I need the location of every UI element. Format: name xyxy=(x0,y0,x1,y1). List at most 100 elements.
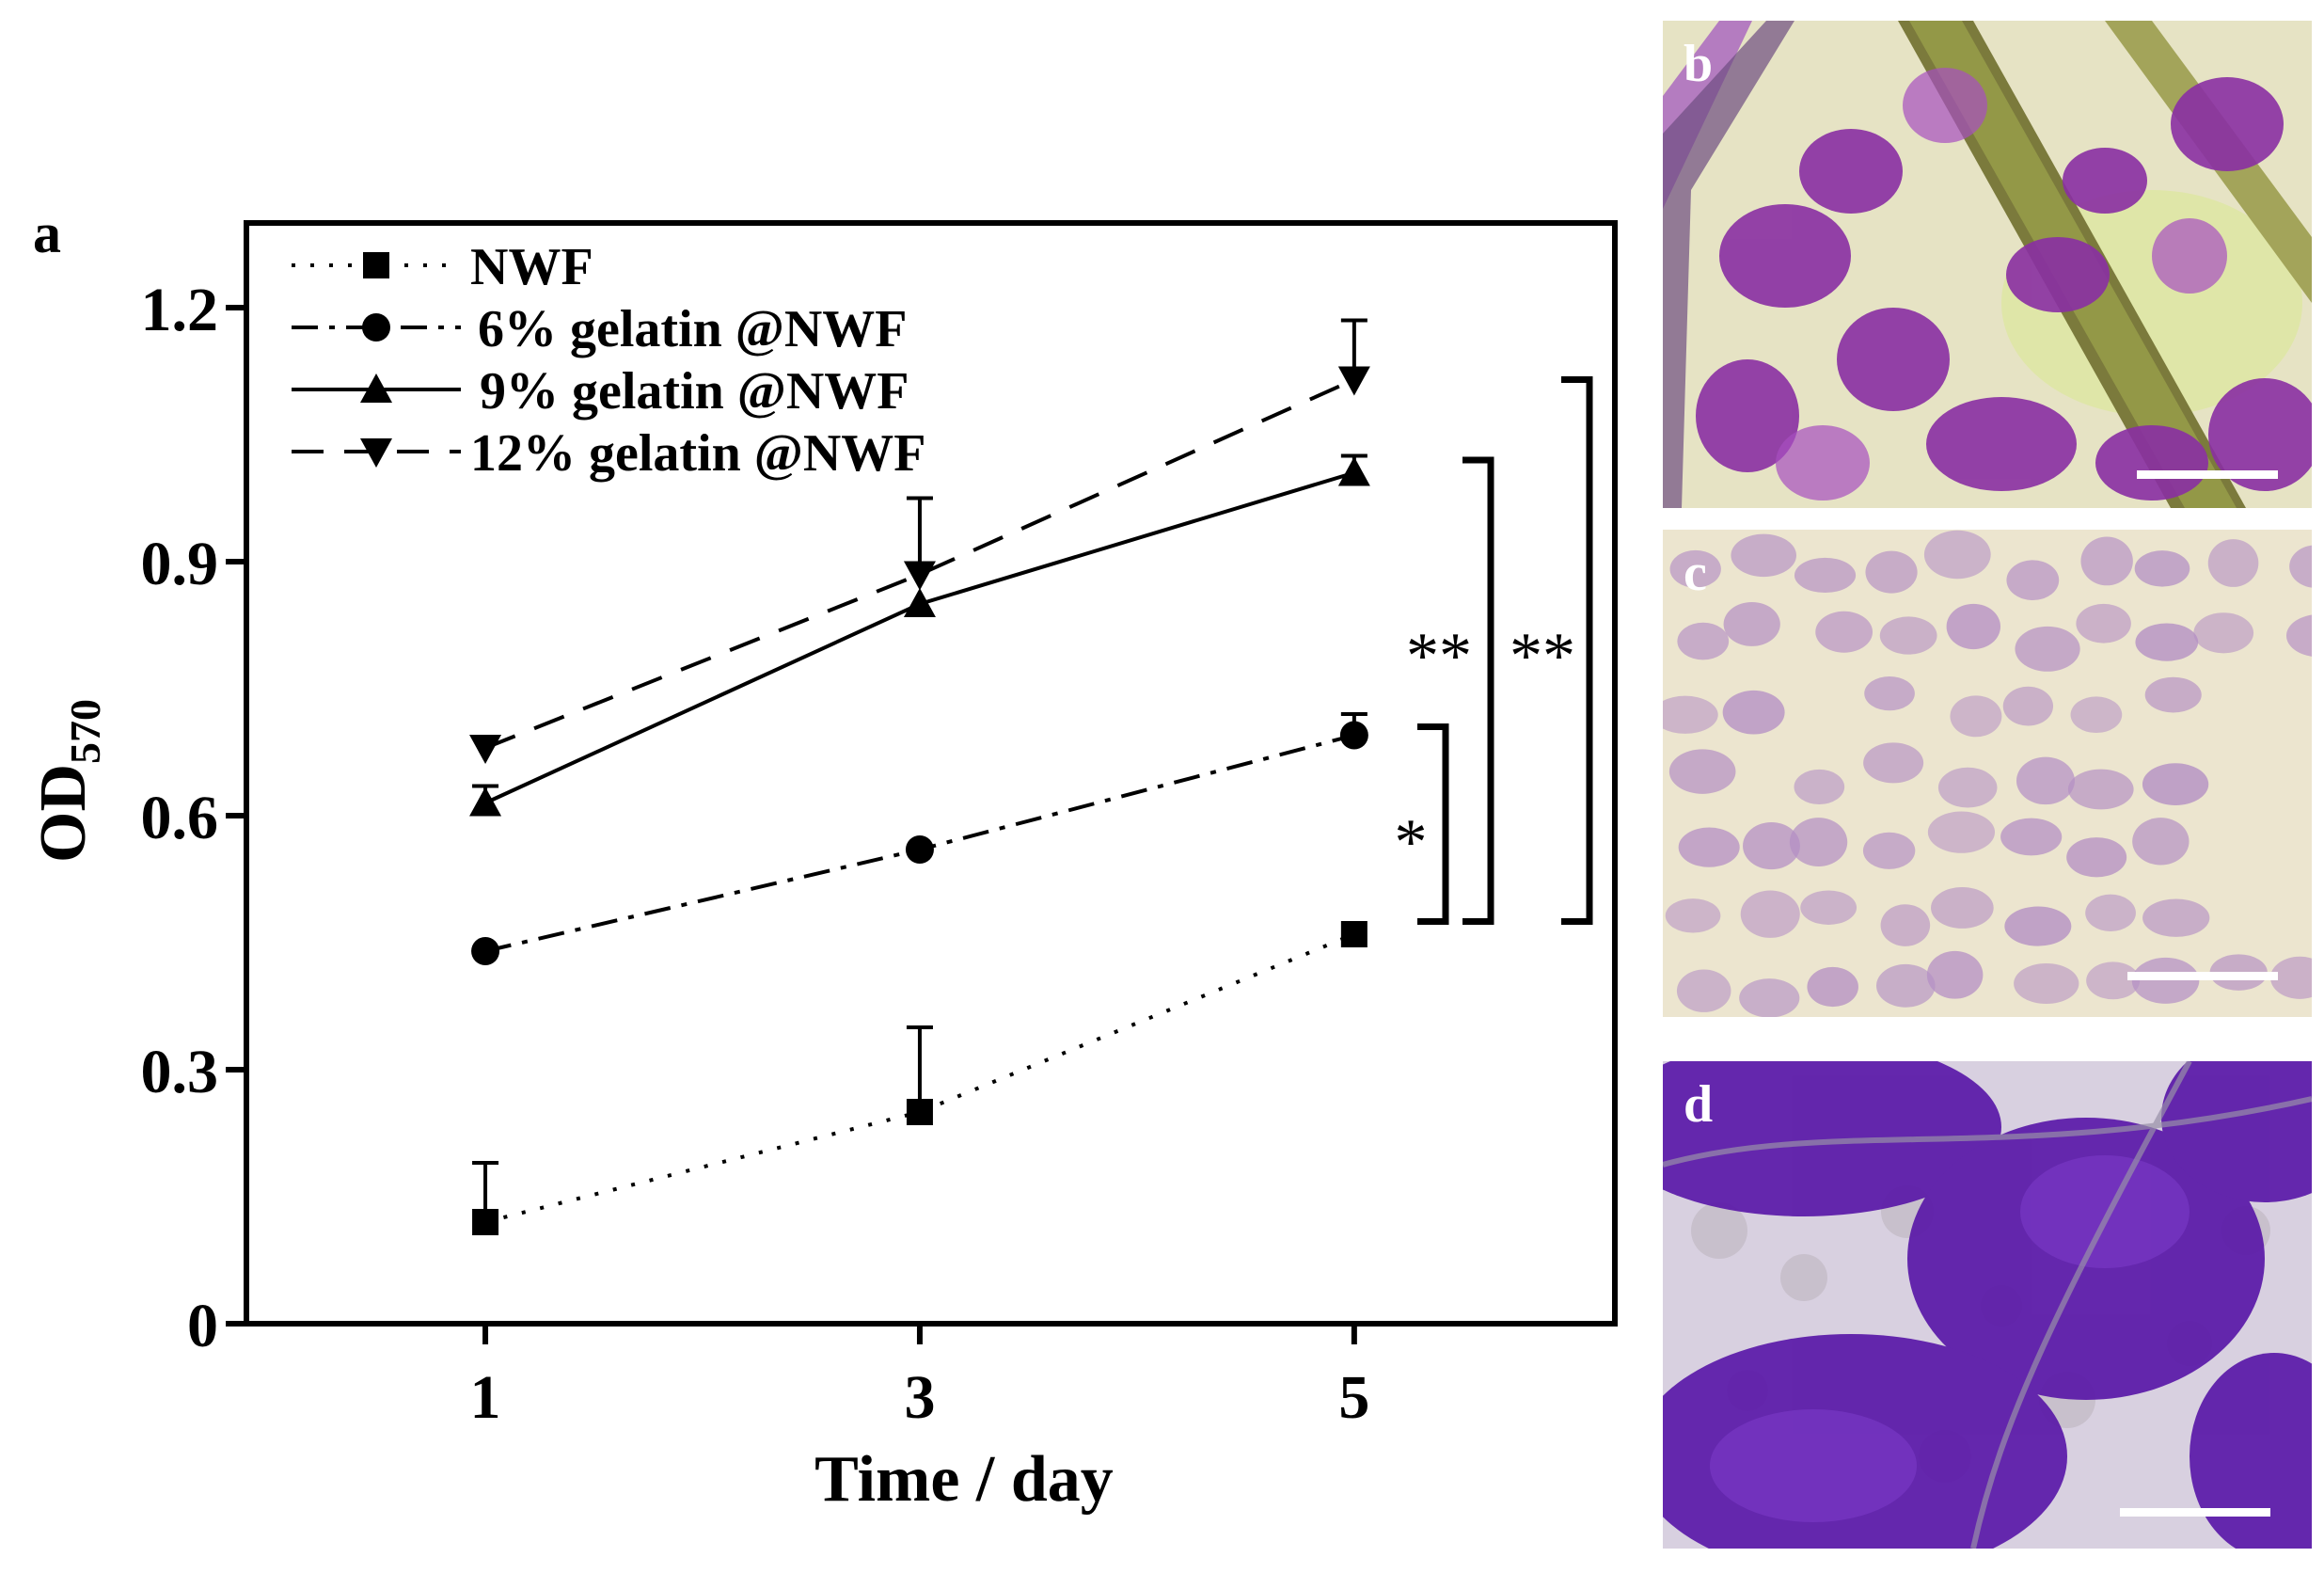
cell xyxy=(1865,550,1918,594)
legend-label: 9% gelatin @NWF xyxy=(480,362,909,421)
cell xyxy=(2289,545,2312,588)
cell xyxy=(1723,601,1780,646)
y-axis-label-subscript: 570 xyxy=(61,699,109,764)
panel-label-b: b xyxy=(1684,35,1714,93)
legend-marker xyxy=(360,438,392,468)
cell xyxy=(1663,695,1718,734)
cell xyxy=(1926,950,1984,999)
cell xyxy=(2014,962,2079,1005)
series-2 xyxy=(471,712,1368,965)
y-tick-label: 0 xyxy=(187,1292,218,1360)
data-point xyxy=(469,735,502,764)
cell xyxy=(1815,611,1873,653)
cell xyxy=(1743,822,1800,870)
legend-marker xyxy=(363,252,389,278)
panel-label-d: d xyxy=(1684,1075,1714,1134)
series-4 xyxy=(469,318,1370,764)
cell xyxy=(2086,961,2141,1000)
data-point xyxy=(903,588,936,617)
cell xyxy=(1668,749,1736,794)
bracket-line xyxy=(1417,723,1449,925)
cell xyxy=(1864,675,1915,711)
cell xyxy=(1880,904,1931,946)
y-tick-label: 0.6 xyxy=(141,784,219,852)
cell xyxy=(2085,894,2136,932)
data-point xyxy=(1337,456,1370,486)
cell xyxy=(1862,832,1916,869)
cell xyxy=(2286,614,2312,657)
data-point xyxy=(469,786,502,817)
cell xyxy=(1923,530,1991,580)
scale-bar xyxy=(2127,972,2278,980)
data-point xyxy=(906,1099,933,1125)
cell xyxy=(1678,827,1740,867)
cell xyxy=(1879,616,1937,655)
cell xyxy=(1676,969,1731,1012)
cell xyxy=(1946,603,2000,650)
cell xyxy=(1739,978,1800,1017)
significance-label: * xyxy=(1395,806,1428,879)
cell xyxy=(1794,769,1845,804)
legend-item-1: NWF xyxy=(292,238,593,296)
micrograph-b: b xyxy=(1663,21,2312,508)
cell xyxy=(2193,612,2254,654)
cell xyxy=(2270,956,2312,999)
micrograph-c: c xyxy=(1663,530,2312,1017)
panel-label-c: c xyxy=(1684,544,1707,602)
bracket-line xyxy=(1561,376,1593,925)
cell xyxy=(2016,756,2075,805)
y-axis-label-main: OD xyxy=(27,764,100,863)
legend-item-4: 12% gelatin @NWF xyxy=(292,424,926,483)
legend-label: 12% gelatin @NWF xyxy=(470,424,926,483)
cell xyxy=(1937,767,1998,808)
data-point xyxy=(1340,921,1368,947)
data-point xyxy=(903,561,936,591)
cell xyxy=(2144,676,2202,713)
cell xyxy=(2070,696,2123,734)
cell xyxy=(2000,818,2063,856)
cell xyxy=(1740,890,1800,938)
x-tick-label: 5 xyxy=(1338,1363,1369,1432)
significance-label: ** xyxy=(1510,620,1575,692)
legend-marker xyxy=(360,373,392,403)
data-point xyxy=(1337,366,1370,396)
cell xyxy=(1931,887,1994,929)
data-point xyxy=(1339,721,1368,750)
cell xyxy=(2135,623,2199,661)
legend-label: 6% gelatin @NWF xyxy=(478,300,908,358)
cell xyxy=(1722,690,1785,735)
cell xyxy=(2134,550,2190,587)
cell xyxy=(2002,686,2054,726)
legend-marker xyxy=(362,313,390,342)
cell xyxy=(1950,695,2002,738)
significance-bracket-1: * xyxy=(1395,723,1449,925)
cell xyxy=(2066,837,2127,878)
cell xyxy=(1794,557,1857,594)
significance-bracket-2: ** xyxy=(1406,456,1494,925)
cell xyxy=(1677,622,1730,660)
cell xyxy=(2004,906,2072,946)
cell xyxy=(2006,560,2060,601)
cell xyxy=(2015,626,2080,672)
x-tick-label: 3 xyxy=(904,1363,935,1432)
cell xyxy=(1927,811,1996,853)
data-point xyxy=(905,835,934,864)
micrograph-d: d xyxy=(1663,1061,2312,1549)
cell xyxy=(2207,539,2259,587)
cell xyxy=(2131,957,2200,1004)
y-tick-label: 0.9 xyxy=(141,530,219,598)
x-tick-label: 1 xyxy=(470,1363,501,1432)
bracket-line xyxy=(1462,456,1494,925)
y-tick-label: 0.3 xyxy=(141,1038,219,1106)
cell xyxy=(1731,533,1796,578)
cell xyxy=(1665,898,1721,933)
series-1 xyxy=(472,921,1368,1235)
cell xyxy=(1800,890,1858,925)
significance-bracket-3: ** xyxy=(1510,376,1593,925)
y-tick-label: 1.2 xyxy=(141,276,219,344)
legend-item-3: 9% gelatin @NWF xyxy=(292,362,909,421)
cell xyxy=(2132,818,2190,866)
